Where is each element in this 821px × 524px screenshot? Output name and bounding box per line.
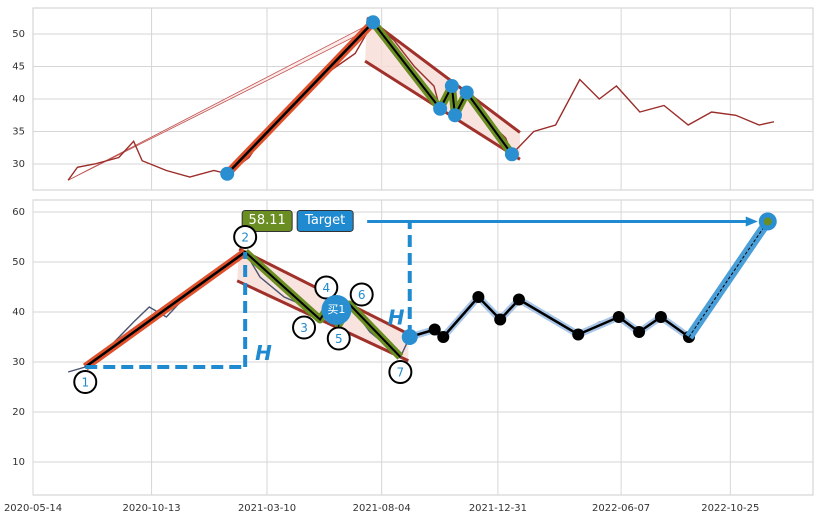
pivot-point — [654, 311, 667, 323]
target-box — [296, 209, 354, 232]
x-tick-label: 2021-08-04 — [353, 503, 411, 514]
target-value-box — [241, 209, 293, 232]
pattern-label: 1 — [81, 376, 89, 390]
y-tick-label: 50 — [12, 29, 25, 40]
y-tick-label: 10 — [12, 457, 25, 468]
pattern-point: 7 — [388, 360, 413, 384]
pattern-point — [220, 166, 235, 181]
y-tick-label: 40 — [12, 94, 25, 105]
pattern-point — [433, 101, 448, 116]
pattern-marker — [326, 326, 351, 351]
target-leg-core — [688, 221, 769, 338]
pattern-label: 7 — [397, 366, 405, 380]
pattern-marker — [314, 275, 339, 300]
target-label: Target — [304, 213, 345, 228]
breakout-point — [401, 329, 418, 345]
buy-label: 买1 — [327, 303, 345, 316]
pattern-label: 5 — [335, 332, 343, 346]
pattern-marker — [292, 315, 317, 340]
pattern-point: 2 — [233, 225, 258, 249]
target-value-label: 58.11 — [249, 213, 286, 228]
pattern-marker — [73, 370, 98, 394]
pattern-point — [366, 15, 381, 30]
x-tick-label: 2021-03-10 — [238, 503, 296, 514]
pattern-label: 2 — [241, 231, 249, 245]
pivot-point — [428, 323, 441, 336]
pattern-point — [459, 85, 474, 100]
pattern-marker — [388, 360, 413, 384]
x-tick-label: 2022-10-25 — [701, 503, 759, 514]
pattern-label: 4 — [322, 281, 330, 295]
pivot-point — [612, 311, 625, 323]
buy-point — [321, 295, 352, 325]
pivot-point — [437, 331, 450, 343]
pivot-point — [494, 313, 507, 326]
y-tick-label: 30 — [12, 159, 25, 170]
y-tick-label: 50 — [12, 257, 25, 268]
pattern-label: 3 — [300, 321, 308, 335]
price-line — [67, 21, 775, 181]
pivot-point — [472, 291, 485, 303]
pattern-point: 1 — [73, 370, 98, 394]
target-arrowhead — [745, 216, 758, 227]
x-tick-label: 2021-12-31 — [469, 503, 527, 514]
height-label: H — [388, 306, 405, 330]
pattern-point — [504, 147, 519, 162]
pattern-marker — [233, 225, 258, 249]
pivot-point — [512, 293, 525, 306]
pattern-point: 4 — [314, 275, 339, 300]
x-tick-label: 2022-06-07 — [592, 503, 650, 514]
y-tick-label: 60 — [12, 207, 25, 218]
pattern-point — [447, 108, 462, 123]
pattern-point: 5 — [326, 326, 351, 351]
x-tick-label: 2020-05-14 — [4, 503, 62, 514]
pattern-marker — [349, 282, 374, 307]
pivot-point — [633, 326, 646, 338]
pattern-point — [444, 79, 459, 93]
pattern-label: 6 — [358, 288, 366, 302]
channel-line — [366, 16, 521, 134]
y-tick-label: 35 — [12, 127, 25, 138]
plot-area — [32, 199, 814, 496]
y-tick-label: 30 — [12, 357, 25, 368]
pattern-point: 6 — [349, 282, 374, 307]
pattern-point: 3 — [292, 315, 317, 340]
target-point-center — [763, 217, 772, 226]
y-tick-label: 40 — [12, 307, 25, 318]
x-tick-label: 2020-10-13 — [122, 503, 180, 514]
y-tick-label: 45 — [12, 62, 25, 73]
height-label: H — [255, 341, 272, 365]
pivot-point — [572, 328, 585, 341]
y-tick-label: 20 — [12, 407, 25, 418]
